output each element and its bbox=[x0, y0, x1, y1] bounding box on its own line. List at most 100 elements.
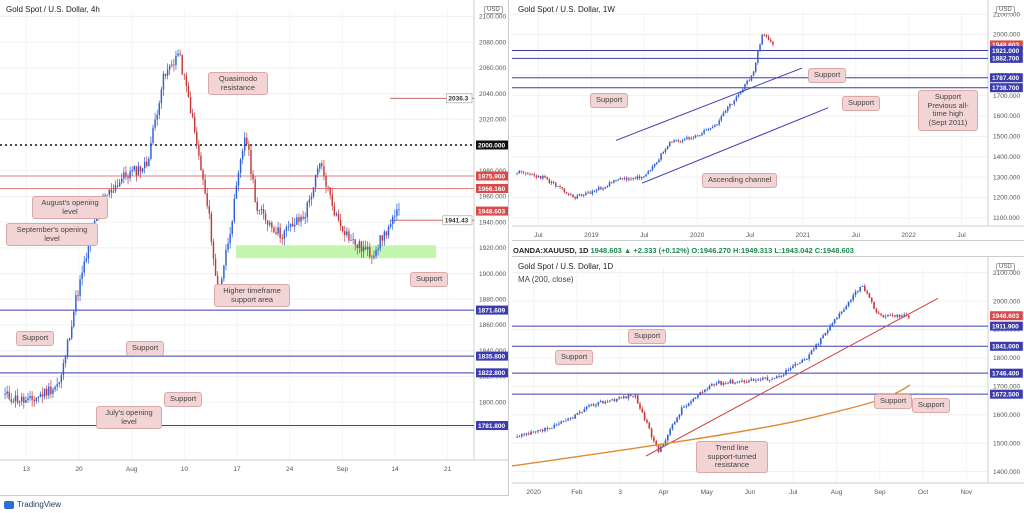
h4-candle-body bbox=[200, 155, 202, 171]
w1-candle-body bbox=[593, 191, 596, 192]
d1-candle-body bbox=[565, 420, 567, 422]
d1-price-tag-label: 1672.500 bbox=[992, 391, 1019, 398]
w1-chart-panel[interactable]: 1100.000 1200.000 1300.000 1400.000 1500.000… bbox=[512, 0, 1024, 241]
h4-chart-panel[interactable]: 1780.0001800.0001820.0001840.0001860.000… bbox=[0, 0, 509, 496]
h4-candle-body bbox=[106, 194, 108, 196]
h4-candle-body bbox=[327, 186, 329, 188]
h4-candle-body bbox=[258, 210, 261, 211]
h4-candle-body bbox=[333, 205, 336, 216]
h4-candle-body bbox=[54, 386, 56, 390]
d1-candle-body bbox=[768, 379, 771, 381]
d1-candle-body bbox=[539, 429, 542, 431]
d1-candle-body bbox=[562, 421, 565, 422]
d1-candle-body bbox=[525, 433, 528, 435]
d1-xtick-label: Sep bbox=[874, 489, 886, 496]
w1-ytick-label: 2100.000 bbox=[993, 11, 1020, 18]
h4-candle-body bbox=[350, 240, 352, 241]
h4-candle-body bbox=[252, 174, 254, 180]
d1-candle-body bbox=[560, 421, 563, 424]
h4-candle-body bbox=[281, 238, 283, 239]
h4-candle-body bbox=[364, 247, 367, 250]
h4-candle-body bbox=[10, 399, 13, 402]
d1-xtick-label: Aug bbox=[831, 489, 843, 496]
d1-candle-body bbox=[808, 354, 810, 360]
d1-candle-body bbox=[622, 396, 625, 399]
h4-candle-body bbox=[62, 363, 65, 376]
d1-price-tag bbox=[990, 389, 1023, 399]
h4-candle-body bbox=[344, 231, 346, 236]
h4-candle-body bbox=[198, 144, 200, 156]
h4-candle-body bbox=[73, 311, 75, 327]
w1-ytick-label: 1700.000 bbox=[993, 93, 1020, 100]
h4-candle-body bbox=[373, 255, 375, 258]
w1-candle-body bbox=[632, 177, 634, 179]
d1-candle-body bbox=[553, 424, 556, 428]
h4-candle-body bbox=[348, 231, 350, 241]
h4-candle-body bbox=[254, 179, 256, 202]
d1-candle-body bbox=[840, 311, 843, 314]
d1-chart-panel[interactable]: 1400.000 1500.000 1600.000 1700.000 1800.000… bbox=[512, 256, 1024, 496]
w1-candle-body bbox=[660, 153, 662, 160]
w1-xtick-label: Jul bbox=[640, 232, 649, 239]
d1-candle-body bbox=[824, 332, 827, 336]
d1-xtick-label: Jun bbox=[745, 489, 756, 496]
tradingview-logo[interactable]: TradingView bbox=[4, 500, 61, 509]
w1-candle-body bbox=[572, 194, 574, 198]
d1-candle-body bbox=[669, 429, 671, 435]
h4-candle-body bbox=[316, 168, 319, 175]
d1-ytick-label: 1600.000 bbox=[993, 412, 1020, 419]
d1-candle-body bbox=[595, 404, 597, 406]
d1-candle-body bbox=[666, 434, 669, 441]
d1-candle-body bbox=[838, 313, 841, 318]
annotation-support-1822: Support bbox=[164, 392, 203, 407]
d1-candle-body bbox=[736, 381, 739, 383]
d1-candle-body bbox=[806, 359, 808, 360]
h4-candle-body bbox=[123, 172, 125, 179]
w1-candle-body bbox=[692, 137, 695, 139]
h4-xtick-label: 20 bbox=[75, 466, 83, 473]
h4-candle-body bbox=[260, 208, 263, 211]
d1-candle-body bbox=[720, 381, 722, 385]
w1-price-tag bbox=[990, 53, 1023, 63]
d1-currency-badge: USD bbox=[996, 263, 1015, 271]
d1-chart-canvas[interactable]: 1400.000 1500.000 1600.000 1700.000 1800.000… bbox=[512, 257, 1024, 496]
h4-candle-body bbox=[310, 196, 313, 200]
h4-candle-body bbox=[346, 231, 348, 236]
d1-candle-body bbox=[599, 401, 602, 403]
d1-candle-body bbox=[859, 286, 861, 292]
d1-candle-body bbox=[861, 286, 864, 287]
h4-price-tag bbox=[442, 215, 473, 226]
w1-candle-body bbox=[563, 188, 566, 193]
d1-ytick-label: 1700.000 bbox=[993, 384, 1020, 391]
w1-candle-body bbox=[606, 186, 609, 188]
w1-candle-body bbox=[548, 179, 551, 183]
h4-candle-body bbox=[87, 245, 90, 259]
h4-candle-body bbox=[104, 195, 106, 197]
w1-chart-title: Gold Spot / U.S. Dollar, 1W bbox=[518, 5, 615, 14]
h4-candle-body bbox=[81, 272, 83, 280]
h4-candle-body bbox=[239, 159, 242, 173]
d1-candle-body bbox=[602, 401, 604, 404]
h4-candle-body bbox=[43, 388, 46, 397]
h4-candle-body bbox=[381, 235, 384, 241]
w1-candle-body bbox=[684, 139, 686, 141]
d1-candle-body bbox=[551, 427, 553, 429]
w1-candle-body bbox=[677, 140, 680, 142]
d1-candle-body bbox=[734, 382, 736, 384]
h4-candle-body bbox=[112, 191, 115, 193]
d1-candle-body bbox=[780, 375, 783, 378]
d1-candle-body bbox=[516, 436, 518, 438]
w1-candle-body bbox=[516, 173, 518, 175]
w1-candle-body bbox=[623, 177, 626, 179]
h4-candle-body bbox=[379, 235, 381, 249]
w1-chart-canvas[interactable]: 1100.000 1200.000 1300.000 1400.000 1500.000… bbox=[512, 0, 1024, 240]
w1-candle-body bbox=[529, 174, 531, 175]
d1-ytick-label: 1500.000 bbox=[993, 440, 1020, 447]
h4-candle-body bbox=[396, 209, 398, 216]
h4-chart-canvas[interactable]: 1780.0001800.0001820.0001840.0001860.000… bbox=[0, 0, 508, 495]
d1-candle-body bbox=[875, 308, 878, 313]
h4-ytick-label: 1960.000 bbox=[479, 194, 506, 201]
h4-candle-body bbox=[341, 226, 344, 232]
d1-candle-body bbox=[713, 384, 715, 386]
d1-candle-body bbox=[757, 379, 760, 381]
